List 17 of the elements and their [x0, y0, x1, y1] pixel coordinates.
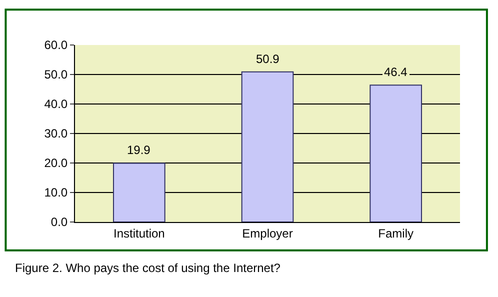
- bar: [113, 162, 166, 222]
- data-label: 19.9: [127, 143, 151, 157]
- y-tick-label: 0.0: [50, 215, 68, 230]
- y-tick-label: 10.0: [44, 186, 68, 200]
- x-tick-label: Institution: [113, 226, 165, 240]
- x-tick-label: Employer: [242, 226, 293, 240]
- data-label: 46.4: [384, 65, 408, 79]
- caption: Figure 2. Who pays the cost of using the Internet?: [15, 261, 281, 275]
- bar: [241, 71, 294, 222]
- y-tick-label: 30.0: [44, 126, 68, 141]
- data-label: 50.9: [256, 52, 280, 66]
- y-tick-label: 50.0: [44, 68, 68, 82]
- y-tick-label: 60.0: [44, 38, 68, 52]
- y-tick-label: 20.0: [44, 156, 68, 170]
- x-tick-label: Family: [378, 226, 414, 240]
- bar: [370, 84, 422, 222]
- y-tick-label: 40.0: [44, 97, 68, 112]
